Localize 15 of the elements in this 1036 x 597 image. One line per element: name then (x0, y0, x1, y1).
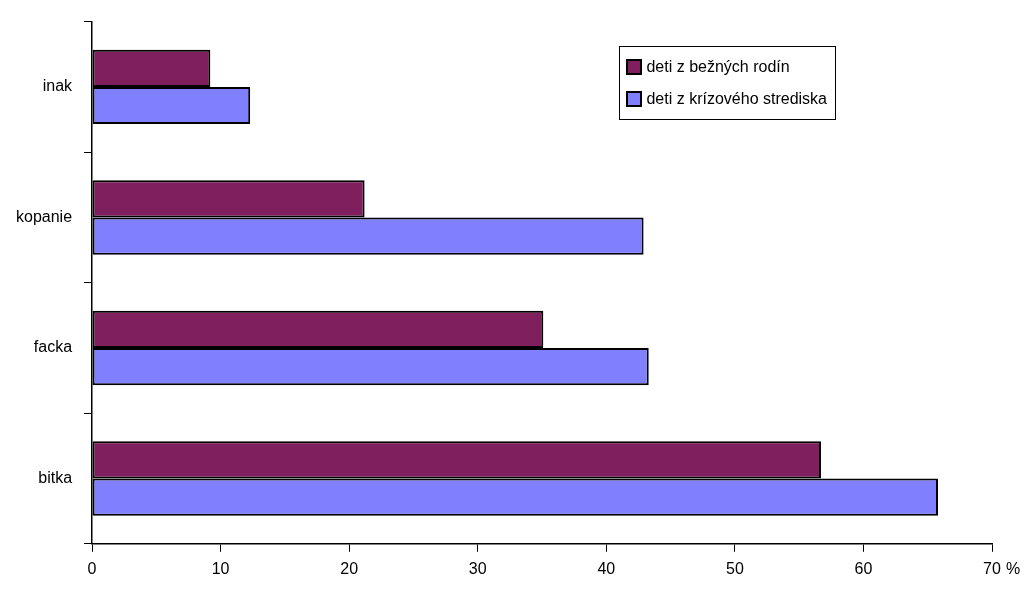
x-tick-label: 0 (87, 559, 97, 577)
x-axis-title: % (1006, 560, 1021, 578)
x-tick-label: 30 (468, 559, 487, 577)
y-tick-label: kopanie (16, 207, 73, 225)
x-tick-label: 60 (854, 559, 873, 577)
x-tick-label: 40 (597, 559, 616, 577)
y-tick-label: inak (42, 77, 74, 95)
y-tick-label: facka (33, 338, 73, 356)
x-tick-label: 20 (340, 559, 359, 577)
legend-label: deti z bežných rodín (646, 57, 790, 77)
x-tick-label: 70 (983, 559, 1001, 577)
legend-label: deti z krízového strediska (646, 89, 827, 109)
x-tick-label: 50 (725, 559, 744, 577)
x-tick-label: 10 (211, 559, 230, 577)
y-tick-label: bitka (38, 468, 73, 486)
